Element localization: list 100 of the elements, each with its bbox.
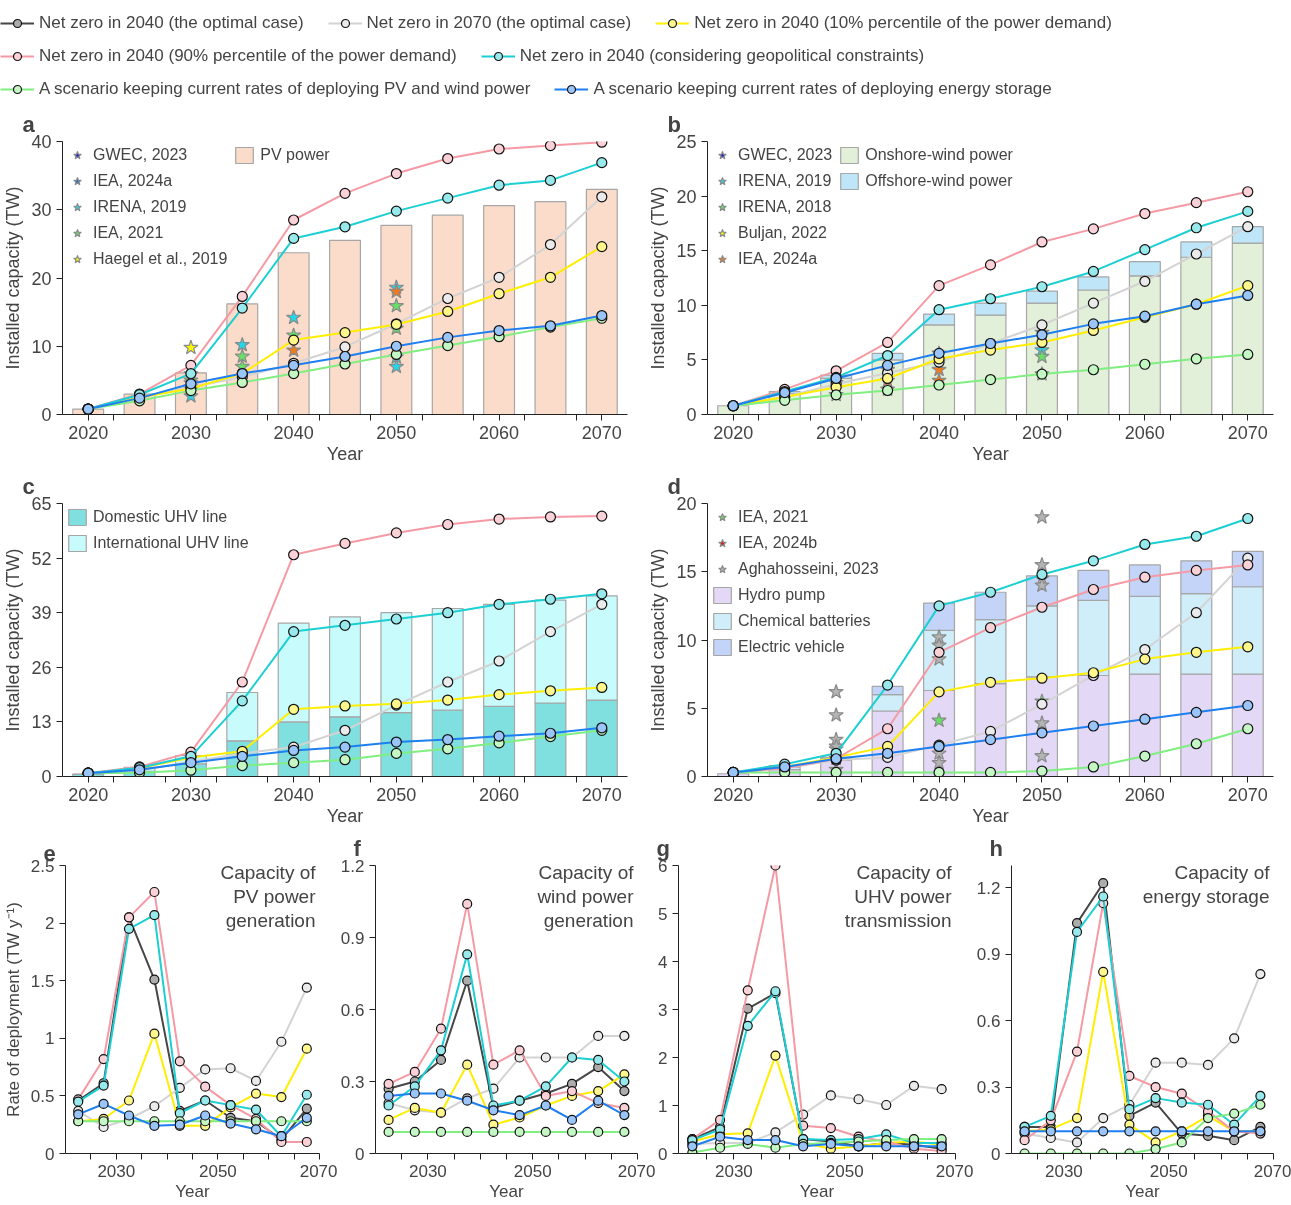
chart-title: h [989, 835, 1003, 861]
legend-label: Onshore-wind power [865, 145, 1013, 165]
legend-label: Net zero in 2040 (90% percentile of the power demand) [39, 45, 457, 67]
x-tick-label: 2050 [825, 1161, 864, 1181]
x-tick-label: 2060 [479, 784, 520, 805]
y-tick-label: 25 [676, 132, 697, 152]
y-tick-label: 0 [658, 1144, 668, 1164]
y-tick-label: 52 [31, 548, 52, 569]
y-tick-label: 0 [45, 1144, 55, 1164]
y-tick-label: 15 [676, 562, 697, 583]
y-tick-label: 20 [676, 186, 697, 207]
x-tick-label: 2040 [919, 422, 960, 443]
y-tick-label: 15 [676, 241, 697, 262]
legend-label: IEA, 2021 [738, 507, 809, 527]
x-tick-label: 2050 [1021, 422, 1062, 443]
x-tick-label: 2020 [713, 784, 754, 805]
x-tick-label: 2050 [1149, 1161, 1188, 1181]
x-tick-label: 2030 [97, 1161, 136, 1181]
legend-label: Net zero in 2040 (10% percentile of the power demand) [694, 12, 1112, 34]
y-tick-label: 1 [45, 1029, 55, 1049]
legend-label: IEA, 2024a [738, 249, 818, 269]
y-tick-label: 0 [686, 405, 697, 425]
y-tick-label: 30 [31, 200, 52, 221]
x-tick-label: 2070 [299, 1161, 338, 1181]
text: Capacity of UHV power transmission [844, 861, 953, 931]
x-axis-title: Year [1125, 1181, 1161, 1201]
x-tick-label: 2030 [816, 422, 857, 443]
y-tick-label: 0.5 [30, 1086, 55, 1106]
y-axis-title: Installed capacity (TW) [648, 186, 669, 370]
x-tick-label: 2060 [479, 422, 520, 443]
y-tick-label: 26 [31, 657, 52, 678]
y-tick-label: 0 [686, 767, 697, 787]
x-tick-label: 2050 [376, 784, 417, 805]
y-axis-title: Rate of deployment (TW y⁻¹) [3, 902, 23, 1117]
x-tick-label: 2020 [68, 784, 109, 805]
y-tick-label: 1.5 [30, 971, 55, 991]
x-tick-label: 2030 [170, 784, 211, 805]
x-tick-label: 2070 [617, 1161, 656, 1181]
legend-label: Haegel et al., 2019 [93, 249, 228, 269]
legend-label: International UHV line [93, 533, 249, 553]
text: Capacity of wind power generation [536, 861, 635, 931]
x-tick-label: 2070 [1227, 422, 1268, 443]
x-tick-label: 2050 [376, 422, 417, 443]
legend-label: Buljan, 2022 [738, 223, 827, 243]
legend-label: Net zero in 2040 (considering geopolitical constraints) [519, 45, 925, 67]
y-tick-label: 0.3 [340, 1072, 365, 1092]
legend-label: A scenario keeping current rates of deploying PV and wind power [39, 78, 531, 100]
y-tick-label: 0.6 [340, 1000, 365, 1020]
y-tick-label: 0 [355, 1144, 365, 1164]
y-tick-label: 0.3 [976, 1078, 1001, 1098]
x-tick-label: 2060 [1124, 784, 1165, 805]
y-tick-label: 0 [991, 1144, 1001, 1164]
y-tick-label: 5 [686, 698, 697, 719]
x-tick-label: 2030 [1044, 1161, 1083, 1181]
x-tick-label: 2070 [935, 1161, 974, 1181]
legend-label: Hydro pump [738, 585, 826, 605]
y-tick-label: 4 [658, 952, 668, 972]
y-axis-title: Installed capacity (TW) [3, 186, 24, 370]
x-tick-label: 2020 [713, 422, 754, 443]
x-tick-label: 2030 [816, 784, 857, 805]
x-tick-label: 2030 [408, 1161, 447, 1181]
x-axis-title: Year [972, 443, 1009, 464]
y-tick-label: 0.6 [976, 1011, 1001, 1031]
x-tick-label: 2070 [1253, 1161, 1291, 1181]
text: Capacity of PV power generation [220, 861, 317, 931]
legend-label: IRENA, 2019 [738, 171, 832, 191]
legend-label: Net zero in 2070 (the optimal case) [366, 12, 632, 34]
y-tick-label: 20 [676, 494, 697, 514]
y-axis-title: Installed capacity (TW) [3, 548, 24, 732]
x-tick-label: 2030 [170, 422, 211, 443]
y-tick-label: 5 [686, 350, 697, 371]
y-tick-label: 39 [31, 603, 52, 624]
x-tick-label: 2040 [273, 784, 314, 805]
y-tick-label: 20 [31, 268, 52, 289]
legend-label: IRENA, 2019 [93, 197, 187, 217]
legend-label: IEA, 2024b [738, 533, 818, 553]
y-tick-label: 0.9 [340, 928, 365, 948]
y-axis-title: Installed capacity (TW) [648, 548, 669, 732]
x-tick-label: 2040 [273, 422, 314, 443]
x-tick-label: 2050 [198, 1161, 237, 1181]
x-tick-label: 2070 [581, 784, 622, 805]
y-tick-label: 2 [45, 914, 55, 934]
chart-subtitle: Capacity of energy storage [1142, 861, 1271, 907]
x-tick-label: 2050 [1021, 784, 1062, 805]
legend-label: GWEC, 2023 [93, 145, 188, 165]
legend-label: IEA, 2024a [93, 171, 173, 191]
y-tick-label: 0 [41, 767, 52, 787]
y-tick-label: 10 [676, 630, 697, 651]
y-tick-label: 10 [676, 295, 697, 316]
y-tick-label: 3 [658, 1000, 668, 1020]
x-axis-title: Year [326, 443, 364, 464]
legend-label: Net zero in 2040 (the optimal case) [39, 12, 304, 34]
legend-label: Domestic UHV line [93, 507, 228, 527]
x-tick-label: 2020 [68, 422, 109, 443]
legend-label: Chemical batteries [738, 611, 871, 631]
x-axis-title: Year [489, 1181, 525, 1201]
legend-label: Aghahosseini, 2023 [738, 559, 879, 579]
legend-label: Offshore-wind power [865, 171, 1013, 191]
legend-label: PV power [260, 145, 330, 165]
legend-label: GWEC, 2023 [738, 145, 833, 165]
